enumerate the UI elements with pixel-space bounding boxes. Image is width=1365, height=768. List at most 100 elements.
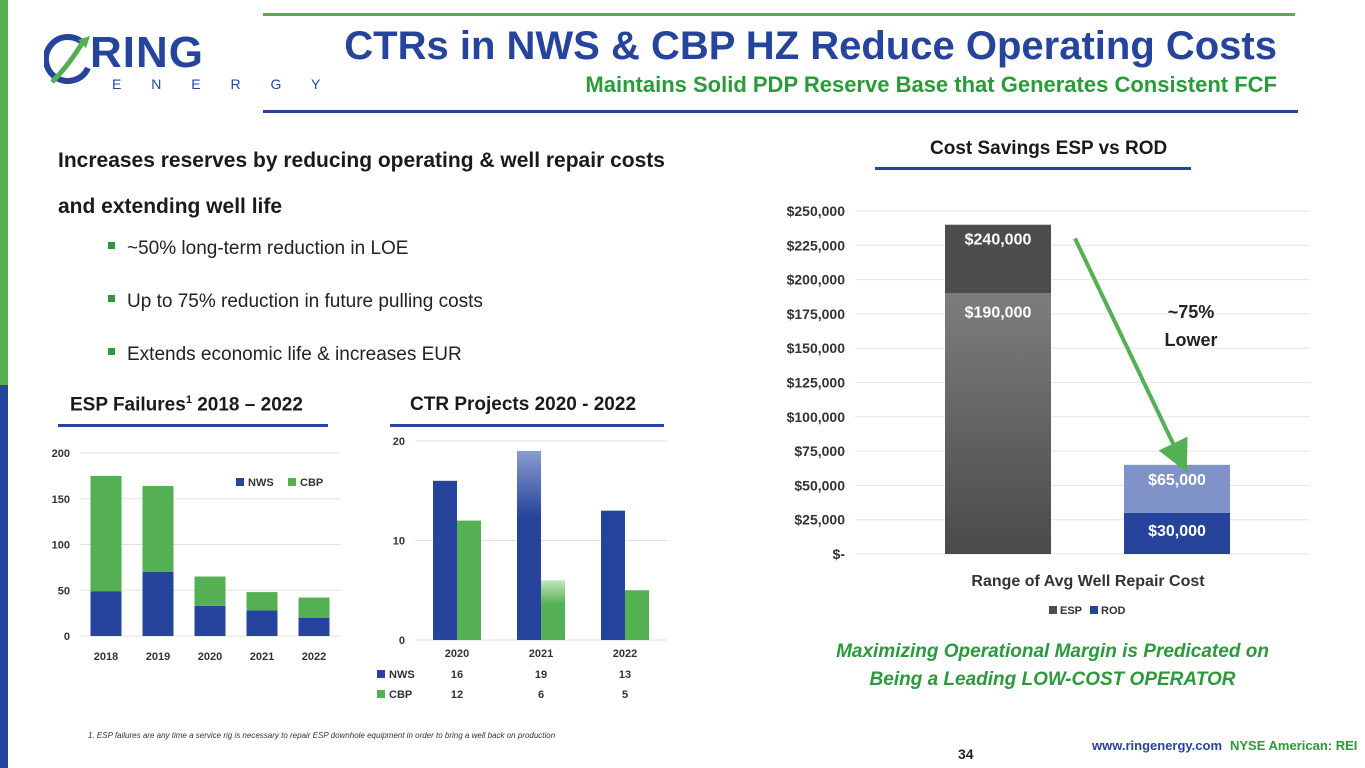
tagline-line-1: Maximizing Operational Margin is Predica… — [836, 641, 1269, 662]
header-bottom-rule — [263, 110, 1298, 113]
x-tick-label: 2021 — [250, 651, 274, 663]
y-tick-label: $100,000 — [787, 409, 846, 425]
bullet-square-icon — [108, 348, 115, 356]
y-tick-label: $150,000 — [787, 340, 846, 356]
bar-nws — [298, 617, 330, 636]
bar-cbp — [194, 576, 226, 606]
y-tick-label: $50,000 — [794, 477, 845, 493]
bullet-item: ~50% long-term reduction in LOE — [108, 238, 408, 260]
legend-swatch-esp — [1049, 606, 1057, 614]
table-legend-swatch — [377, 690, 385, 698]
legend-swatch-nws — [236, 478, 244, 486]
bar-esp-high — [945, 224, 1051, 294]
y-tick-label: $225,000 — [787, 237, 846, 253]
x-tick-label: 2022 — [613, 648, 637, 660]
footnote: 1. ESP failures are any time a service r… — [88, 731, 556, 740]
page-subtitle: Maintains Solid PDP Reserve Base that Ge… — [585, 72, 1277, 97]
bar-nws — [246, 610, 278, 636]
bar-nws — [90, 591, 122, 636]
bar-nws — [433, 480, 457, 640]
legend-label-rod: ROD — [1101, 605, 1126, 617]
bullet-square-icon — [108, 295, 115, 303]
ctr-projects-underline — [390, 424, 664, 427]
reduction-arrow — [1073, 237, 1188, 473]
header-top-rule — [263, 13, 1295, 16]
y-tick-label: 200 — [52, 448, 70, 460]
table-legend-swatch — [377, 670, 385, 678]
y-tick-label: 100 — [52, 540, 70, 552]
cost-savings-underline — [875, 167, 1191, 170]
y-tick-label: $200,000 — [787, 272, 846, 288]
esp-failures-underline — [58, 424, 328, 427]
bar-cbp — [246, 592, 278, 611]
x-tick-label: 2020 — [445, 648, 469, 660]
logo-wordmark: RING — [90, 28, 204, 77]
y-tick-label: $- — [833, 546, 846, 562]
bar-rod-high — [1124, 464, 1230, 513]
x-tick-label: 2019 — [146, 651, 170, 663]
bar-cbp — [298, 597, 330, 618]
website-link[interactable]: www.ringenergy.com — [1092, 738, 1223, 753]
table-row-label: CBP — [389, 689, 412, 701]
cost-savings-chart: $- $25,000 $50,000 $75,000 $100,000 $125,000 $… — [787, 203, 1310, 617]
bar-nws — [517, 450, 541, 640]
legend-swatch-rod — [1090, 606, 1098, 614]
data-label-rod-low: $30,000 — [1148, 523, 1206, 540]
table-cell: 5 — [622, 689, 628, 701]
bullet-square-icon — [108, 242, 115, 250]
data-label-esp-high: $240,000 — [965, 232, 1032, 249]
left-accent-bar-blue — [0, 385, 8, 768]
table-row-label: NWS — [389, 669, 415, 681]
page-title: CTRs in NWS & CBP HZ Reduce Operating Co… — [344, 24, 1277, 68]
logo-subtext: E N E R G Y — [112, 76, 334, 92]
legend-swatch-cbp — [288, 478, 296, 486]
y-tick-label: $175,000 — [787, 306, 846, 322]
bar-nws — [194, 605, 226, 636]
table-cell: 19 — [535, 669, 547, 681]
legend-label-esp: ESP — [1060, 605, 1082, 617]
table-cell: 12 — [451, 689, 463, 701]
y-tick-label: 0 — [64, 631, 70, 643]
bullet-item: Up to 75% reduction in future pulling co… — [108, 291, 483, 313]
table-cell: 16 — [451, 669, 463, 681]
y-tick-label: 150 — [52, 494, 70, 506]
bar-cbp — [625, 590, 649, 640]
esp-failures-title: ESP Failures1 2018 – 2022 — [70, 394, 303, 416]
x-tick-label: 2022 — [302, 651, 326, 663]
page-number: 34 — [958, 746, 974, 762]
bar-esp-low — [945, 293, 1051, 554]
data-label-esp-low: $190,000 — [965, 304, 1032, 321]
tagline: Maximizing Operational Margin is Predica… — [790, 638, 1315, 694]
x-tick-label: 2020 — [198, 651, 222, 663]
bar-nws — [601, 510, 625, 640]
logo-ring-icon — [44, 34, 91, 84]
left-accent-bar-green — [0, 0, 8, 385]
legend-label-nws: NWS — [248, 477, 274, 489]
y-tick-label: $125,000 — [787, 375, 846, 391]
table-cell: 6 — [538, 689, 544, 701]
ctr-projects-title: CTR Projects 2020 - 2022 — [410, 394, 637, 415]
bar-nws — [142, 571, 174, 636]
bar-cbp — [457, 520, 481, 640]
data-label-rod-high: $65,000 — [1148, 472, 1206, 489]
bar-cbp — [90, 475, 122, 592]
y-tick-label: 0 — [399, 635, 405, 647]
x-axis-label: Range of Avg Well Repair Cost — [971, 573, 1205, 590]
bar-rod-low — [1124, 512, 1230, 554]
annotation-lower: Lower — [1164, 330, 1217, 350]
y-tick-label: 10 — [393, 536, 405, 548]
bar-cbp — [541, 580, 565, 640]
table-cell: 13 — [619, 669, 631, 681]
y-tick-label: 20 — [393, 436, 405, 448]
intro-heading: Increases reserves by reducing operating… — [58, 149, 665, 218]
y-tick-label: 50 — [58, 585, 70, 597]
y-tick-label: $25,000 — [794, 512, 845, 528]
esp-failures-chart: 0 50 100 150 200 2018 2019 2020 2021 2022 NWS CBP — [52, 448, 340, 663]
exchange-ticker: NYSE American: REI — [1230, 738, 1358, 753]
cost-savings-title: Cost Savings ESP vs ROD — [930, 138, 1168, 159]
x-tick-label: 2018 — [94, 651, 118, 663]
annotation-pct: ~75% — [1168, 302, 1215, 322]
bullet-item: Extends economic life & increases EUR — [108, 344, 462, 366]
y-tick-label: $75,000 — [794, 443, 845, 459]
